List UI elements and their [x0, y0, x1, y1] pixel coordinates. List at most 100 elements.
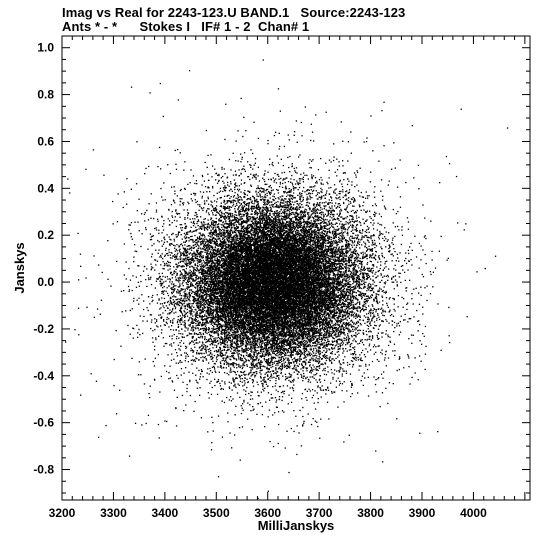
- data-point: [318, 230, 320, 232]
- data-point: [211, 366, 214, 368]
- data-point: [263, 320, 265, 322]
- data-point: [177, 326, 180, 328]
- data-point: [302, 215, 304, 217]
- data-point: [316, 253, 318, 255]
- data-point: [270, 348, 272, 351]
- data-point: [316, 316, 318, 318]
- data-point: [197, 287, 199, 289]
- data-point: [242, 225, 244, 228]
- data-point: [323, 283, 325, 285]
- data-point: [222, 221, 225, 223]
- data-point: [283, 202, 285, 204]
- data-point: [203, 269, 205, 271]
- data-point: [304, 284, 307, 286]
- data-point: [312, 376, 314, 378]
- data-point: [257, 185, 259, 187]
- data-point: [365, 308, 367, 311]
- data-point: [244, 203, 246, 206]
- data-point: [324, 357, 327, 359]
- data-point: [353, 266, 355, 268]
- data-point: [236, 331, 238, 333]
- data-point: [197, 327, 199, 329]
- data-point: [211, 246, 213, 248]
- data-point: [274, 293, 276, 295]
- data-point: [338, 327, 340, 329]
- data-point: [354, 186, 356, 188]
- data-point: [307, 330, 309, 332]
- data-point: [292, 328, 295, 330]
- data-point: [397, 295, 400, 297]
- data-point: [309, 337, 311, 340]
- data-point: [219, 325, 222, 327]
- data-point: [213, 264, 215, 267]
- data-point: [222, 263, 224, 265]
- data-point: [239, 196, 241, 198]
- data-point: [224, 195, 226, 197]
- data-point: [179, 294, 181, 296]
- data-point: [309, 236, 311, 238]
- data-point: [274, 259, 276, 261]
- data-point: [388, 250, 390, 253]
- data-point: [303, 420, 305, 422]
- data-point: [86, 306, 88, 308]
- data-point: [235, 241, 237, 243]
- data-point: [278, 378, 280, 380]
- data-point: [381, 295, 383, 297]
- data-point: [232, 240, 234, 242]
- data-point: [176, 320, 179, 322]
- data-point: [352, 279, 354, 281]
- data-point: [316, 337, 318, 340]
- data-point: [341, 299, 344, 301]
- data-point: [192, 326, 194, 328]
- data-point: [214, 370, 216, 372]
- data-point: [318, 237, 321, 239]
- data-point: [326, 261, 328, 263]
- data-point: [300, 373, 302, 376]
- data-point: [285, 349, 287, 351]
- data-point: [284, 244, 286, 246]
- data-point: [220, 216, 223, 219]
- data-point: [339, 301, 341, 303]
- data-point: [372, 275, 374, 277]
- data-point: [304, 174, 306, 176]
- data-point: [188, 293, 190, 295]
- data-point: [327, 276, 330, 278]
- data-point: [150, 256, 153, 258]
- data-point: [437, 431, 439, 433]
- data-point: [380, 273, 382, 275]
- data-point: [179, 248, 181, 250]
- data-point: [226, 232, 228, 234]
- data-point: [351, 244, 353, 246]
- data-point: [289, 171, 291, 173]
- data-point: [182, 258, 184, 260]
- data-point: [466, 316, 468, 318]
- data-point: [408, 366, 410, 368]
- data-point: [290, 310, 292, 312]
- data-point: [316, 381, 318, 383]
- data-point: [258, 337, 260, 339]
- data-point: [339, 252, 341, 254]
- data-point: [326, 331, 329, 333]
- data-point: [265, 196, 267, 199]
- data-point: [259, 238, 261, 241]
- data-point: [171, 257, 173, 259]
- data-point: [331, 217, 333, 219]
- data-point: [353, 348, 356, 351]
- data-point: [299, 350, 301, 353]
- data-point: [366, 290, 368, 292]
- data-point: [162, 282, 164, 284]
- data-point: [326, 328, 329, 330]
- data-point: [180, 318, 182, 320]
- data-point: [342, 160, 344, 162]
- data-point: [340, 291, 342, 293]
- data-point: [160, 254, 162, 257]
- chart-title-line1: Imag vs Real for 2243-123.U BAND.1 Sourc…: [62, 5, 405, 20]
- data-point: [347, 267, 349, 269]
- data-point: [172, 321, 174, 323]
- data-point: [189, 306, 191, 308]
- data-point: [275, 197, 277, 200]
- data-point: [368, 331, 370, 333]
- data-point: [380, 233, 382, 235]
- data-point: [283, 304, 285, 306]
- data-point: [188, 304, 190, 306]
